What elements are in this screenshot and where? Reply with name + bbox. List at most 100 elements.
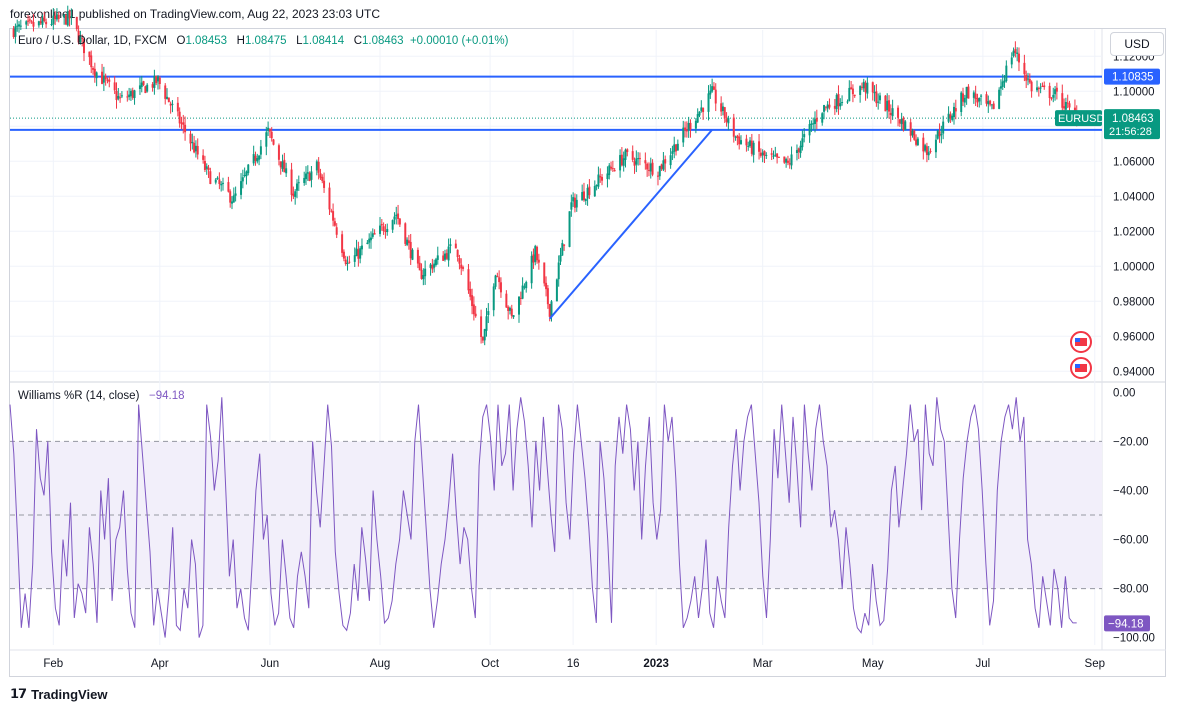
candle-body [321,176,324,181]
candle-body [447,246,450,261]
candle-body [613,170,616,172]
time-tick-label: Oct [481,658,500,670]
candle-body [878,95,881,101]
candle-body [202,155,205,160]
candle-body [626,149,629,152]
candle-body [41,17,44,25]
candle-body [545,282,548,290]
candle-body [954,108,957,112]
candle-body [25,21,28,25]
low-label: L [296,35,303,47]
candle-body [761,152,764,156]
last-price-tag [1104,109,1160,140]
candle-body [252,154,255,164]
time-tick-label: Mar [753,658,773,670]
candle-body [460,264,463,269]
time-tick-label: May [862,658,884,670]
candle-body [765,154,768,156]
candle-body [828,104,831,108]
open-label: O [176,35,186,47]
candle-body [166,96,169,99]
candle-body [357,249,360,259]
candle-body [649,163,652,172]
low-value: 1.08414 [302,35,345,47]
candle-body [557,262,560,280]
candle-body [442,255,445,261]
candle-body [534,246,537,262]
candle-body [989,100,992,105]
us-flag-stripes-icon [1075,364,1087,372]
candle-body [1048,85,1051,99]
candle-body [330,210,333,212]
candle-body [698,111,701,116]
level-price-label [1104,68,1160,85]
candle-body [256,158,259,162]
candle-body [776,153,779,158]
candle-body [851,88,854,95]
last-price-value: 1.08463 [1112,113,1154,125]
candle-body [1063,106,1066,109]
candle-body [505,293,508,308]
candle-body [18,24,21,27]
candle-body [27,20,30,22]
candle-body [1066,102,1069,104]
candle-body [368,238,371,243]
candle-body [369,237,372,241]
candle-body [386,228,389,233]
candle-body [795,150,798,153]
candle-body [391,220,394,230]
candle-body [1023,62,1026,75]
candle-body [404,223,407,244]
candle-body [469,289,472,297]
footer-brand[interactable]: 𝟭𝟳 TradingView [10,686,107,702]
candle-body [348,261,351,263]
price-tick-label: 0.98000 [1113,296,1155,308]
candle-body [635,158,638,165]
candle-body [359,248,362,259]
candle-body [671,151,674,154]
horizontal-lines [10,75,1102,131]
candle-body [922,137,925,152]
candle-body [1016,52,1019,54]
indicator-name: Williams %R (14, close) [18,390,140,402]
candle-body [709,90,712,95]
candle-body [620,154,623,166]
candle-body [841,101,844,103]
candle-body [859,86,862,95]
candle-body [749,140,752,146]
candle-body [366,242,369,245]
candle-body [644,160,647,164]
williams-tick-label: −20.00 [1113,436,1149,448]
candle-body [83,38,86,54]
candle-body [102,75,105,83]
candle-body [290,169,293,195]
price-tick-label: 1.00000 [1113,261,1155,273]
candle-body [422,274,425,280]
candle-body [864,82,867,93]
indicator-legend: Williams %R (14, close) −94.18 [18,390,185,402]
candle-body [297,182,300,184]
candle-body [871,82,874,93]
candle-body [963,97,966,103]
candle-body [19,25,22,27]
candle-body [774,154,777,156]
candle-body [360,245,363,250]
candle-body [839,103,842,107]
candle-body [624,149,627,160]
currency-button[interactable]: USD [1110,32,1164,56]
price-tick-label: 1.04000 [1113,191,1155,203]
williams-tick-label: −100.00 [1113,633,1155,645]
candle-body [763,150,766,156]
candle-body [55,14,58,20]
candle-body [684,127,687,131]
candle-body [227,182,230,192]
candle-body [927,152,930,156]
candle-body [16,25,19,27]
candle-body [824,106,827,108]
close-label: C [353,35,362,47]
candle-body [976,98,979,103]
candle-body [411,249,414,260]
candle-body [904,121,907,131]
candle-body [458,258,461,264]
